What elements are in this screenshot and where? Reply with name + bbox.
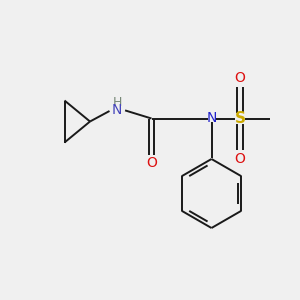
Text: O: O [235, 71, 245, 85]
Text: N: N [206, 112, 217, 125]
Text: S: S [235, 111, 245, 126]
Text: O: O [235, 152, 245, 166]
Text: N: N [112, 103, 122, 116]
Text: H: H [112, 95, 122, 109]
Text: O: O [146, 156, 157, 170]
